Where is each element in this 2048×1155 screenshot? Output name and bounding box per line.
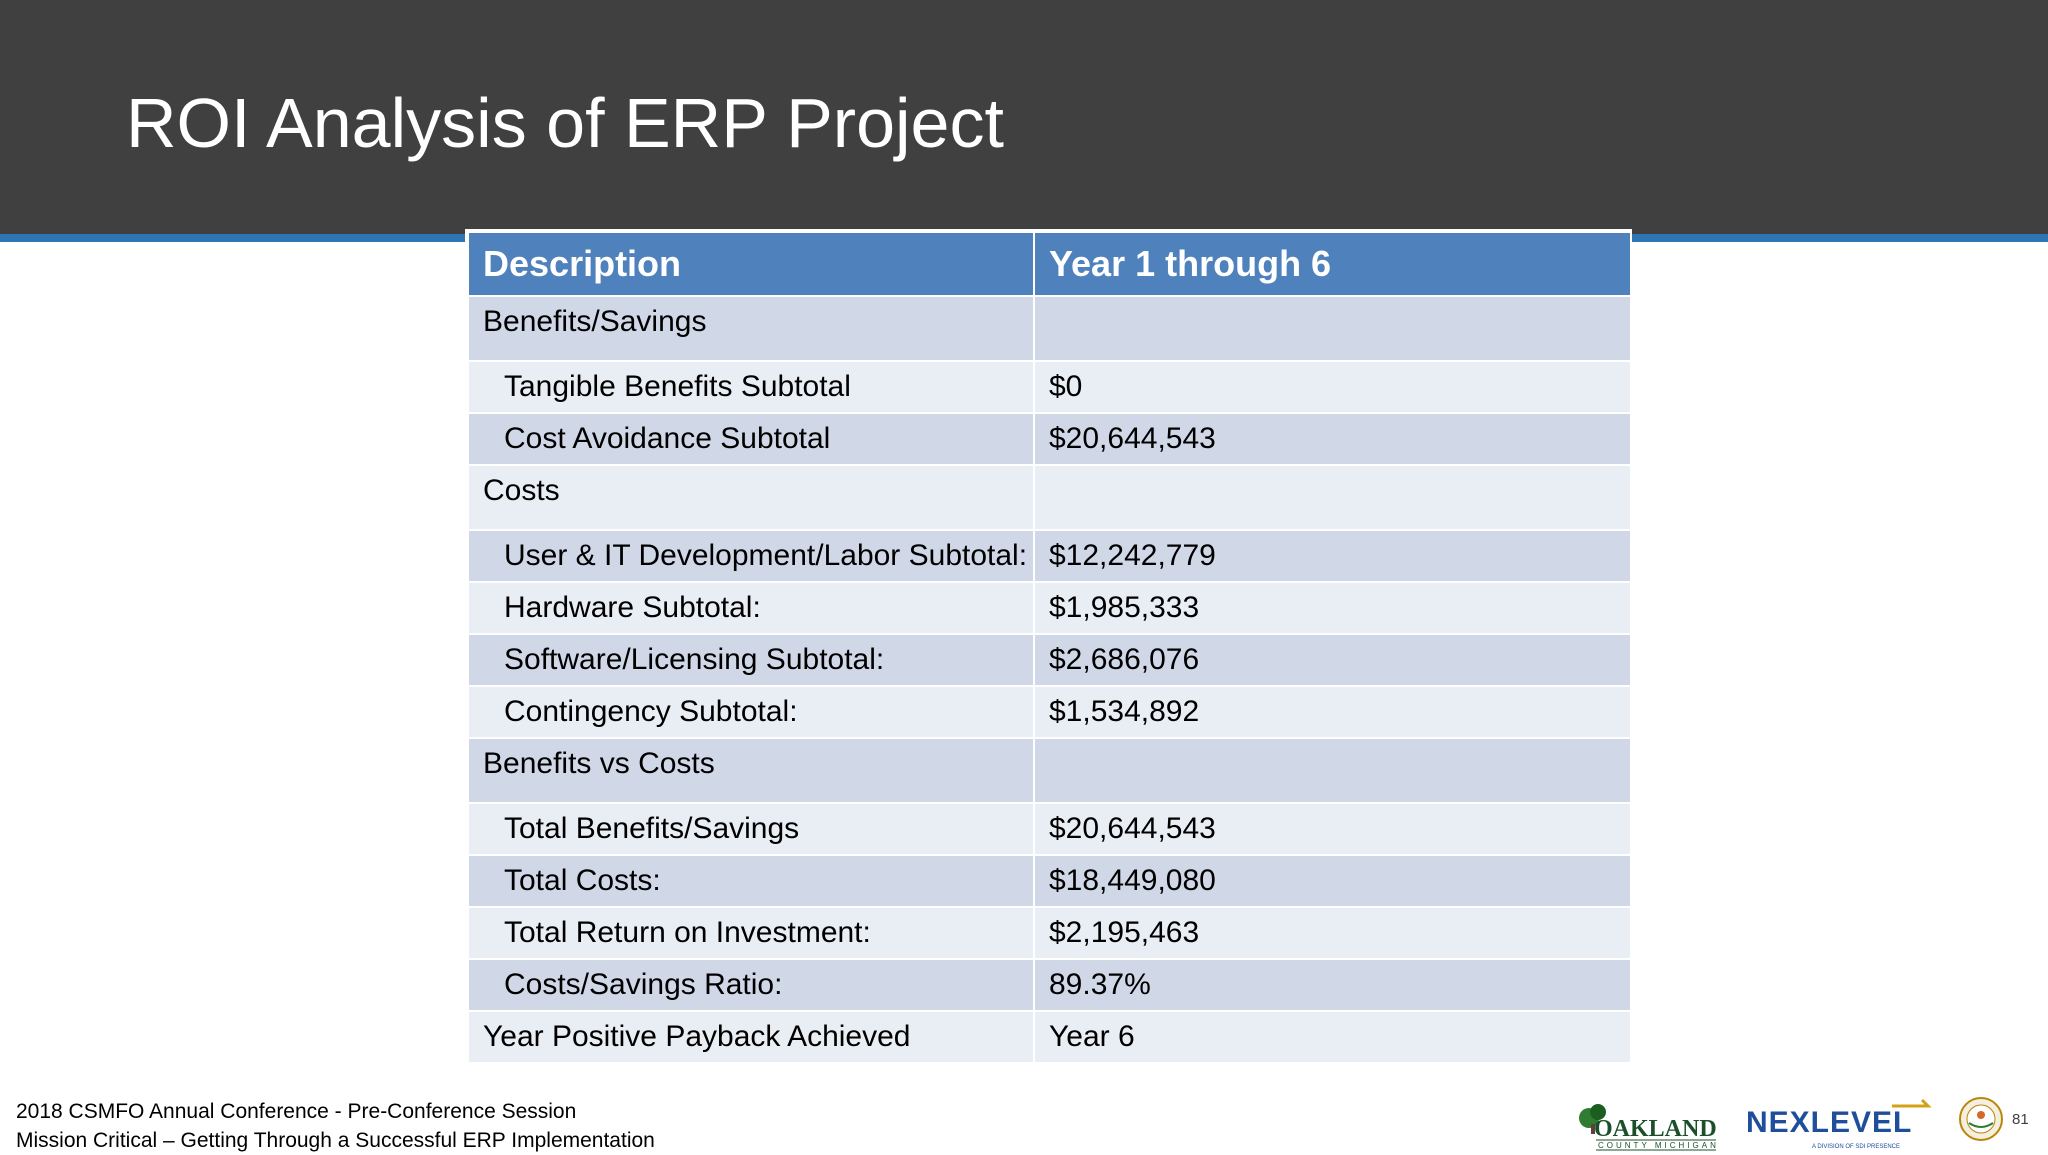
table-row: Year Positive Payback Achieved Year 6 <box>467 1010 1632 1064</box>
slide-header <box>0 0 2048 234</box>
row-description: Software/Licensing Subtotal: <box>467 633 1035 687</box>
table-row: Benefits/Savings <box>467 295 1632 362</box>
row-description: Hardware Subtotal: <box>467 581 1035 635</box>
roi-table-container: Description Year 1 through 6 Benefits/Sa… <box>465 229 1632 1066</box>
table-row: User & IT Development/Labor Subtotal: $12… <box>467 529 1632 583</box>
row-description: Total Return on Investment: <box>467 906 1035 960</box>
row-description: Tangible Benefits Subtotal <box>467 360 1035 414</box>
page-number: 81 <box>2012 1111 2029 1128</box>
oakland-logo-subtext: COUNTY MICHIGAN <box>1598 1141 1719 1150</box>
table-row: Contingency Subtotal: $1,534,892 <box>467 685 1632 739</box>
table-row: Cost Avoidance Subtotal $20,644,543 <box>467 412 1632 466</box>
footer-text: 2018 CSMFO Annual Conference - Pre-Confe… <box>16 1097 655 1155</box>
oakland-logo-text: OAKLAND <box>1594 1116 1717 1142</box>
table-row: Benefits vs Costs <box>467 737 1632 804</box>
row-value: $1,534,892 <box>1033 685 1632 739</box>
roi-table: Description Year 1 through 6 Benefits/Sa… <box>467 231 1632 1064</box>
nexlevel-logo-text: NEXLEVEL <box>1746 1106 1912 1139</box>
row-description: Total Benefits/Savings <box>467 802 1035 856</box>
oakland-county-logo: OAKLAND COUNTY MICHIGAN <box>1579 1104 1719 1151</box>
row-value: Year 6 <box>1033 1010 1632 1064</box>
row-value <box>1033 295 1632 362</box>
table-row: Costs/Savings Ratio: 89.37% <box>467 958 1632 1012</box>
slide-title: ROI Analysis of ERP Project <box>126 84 1004 162</box>
table-row: Costs <box>467 464 1632 531</box>
row-description: Benefits vs Costs <box>467 737 1035 804</box>
table-row: Software/Licensing Subtotal: $2,686,076 <box>467 633 1632 687</box>
row-value: $1,985,333 <box>1033 581 1632 635</box>
footer-line-conference: 2018 CSMFO Annual Conference - Pre-Confe… <box>16 1100 577 1123</box>
row-value: $2,686,076 <box>1033 633 1632 687</box>
table-row: Total Return on Investment: $2,195,463 <box>467 906 1632 960</box>
table-row: Total Benefits/Savings $20,644,543 <box>467 802 1632 856</box>
row-value: $20,644,543 <box>1033 412 1632 466</box>
table-header-row: Description Year 1 through 6 <box>467 231 1632 297</box>
row-description: Benefits/Savings <box>467 295 1035 362</box>
row-value: $0 <box>1033 360 1632 414</box>
column-header-description: Description <box>467 231 1035 297</box>
logo-strip: OAKLAND COUNTY MICHIGAN NEXLEVEL A DIVIS… <box>1570 1092 2040 1152</box>
row-description: Costs/Savings Ratio: <box>467 958 1035 1012</box>
row-value <box>1033 464 1632 531</box>
table-body: Benefits/Savings Tangible Benefits Subtot… <box>467 295 1632 1064</box>
row-value: $2,195,463 <box>1033 906 1632 960</box>
row-description: User & IT Development/Labor Subtotal: <box>467 529 1035 583</box>
row-value: $12,242,779 <box>1033 529 1632 583</box>
seal-icon <box>1959 1097 2003 1141</box>
column-header-years: Year 1 through 6 <box>1033 231 1632 297</box>
row-value <box>1033 737 1632 804</box>
row-value: $18,449,080 <box>1033 854 1632 908</box>
row-description: Total Costs: <box>467 854 1035 908</box>
footer-line-session: Mission Critical – Getting Through a Suc… <box>16 1129 655 1152</box>
row-value: $20,644,543 <box>1033 802 1632 856</box>
nexlevel-logo-subtext: A DIVISION OF SDI PRESENCE <box>1812 1144 1900 1150</box>
row-value: 89.37% <box>1033 958 1632 1012</box>
row-description: Costs <box>467 464 1035 531</box>
row-description: Year Positive Payback Achieved <box>467 1010 1035 1064</box>
row-description: Contingency Subtotal: <box>467 685 1035 739</box>
table-row: Tangible Benefits Subtotal $0 <box>467 360 1632 414</box>
nexlevel-logo: NEXLEVEL A DIVISION OF SDI PRESENCE <box>1746 1098 1932 1150</box>
table-row: Total Costs: $18,449,080 <box>467 854 1632 908</box>
table-row: Hardware Subtotal: $1,985,333 <box>467 581 1632 635</box>
row-description: Cost Avoidance Subtotal <box>467 412 1035 466</box>
